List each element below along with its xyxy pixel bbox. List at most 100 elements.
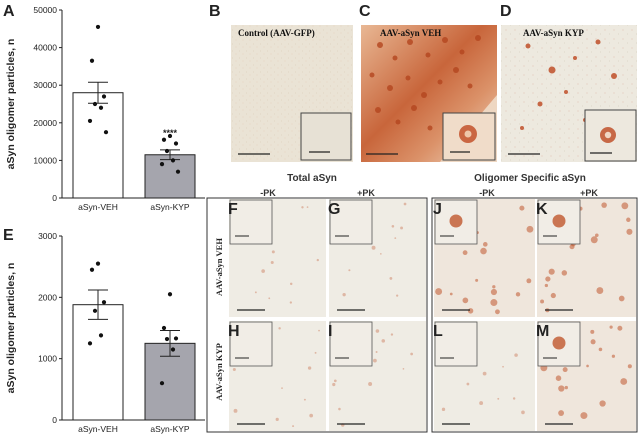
stain-spot: [555, 375, 562, 381]
stain-spot: [261, 269, 265, 273]
stain-spot: [480, 247, 487, 255]
stain-spot: [289, 301, 292, 304]
stain-spot: [479, 401, 484, 405]
inset-l: [434, 321, 478, 367]
stain-spot: [390, 333, 394, 336]
stain-spot: [391, 225, 395, 228]
stain-spot: [309, 413, 314, 418]
y-axis-label: aSyn oligomer particles, n: [5, 263, 17, 394]
stain-spot: [333, 379, 337, 383]
y-tick-label: 20000: [33, 118, 57, 128]
stain-spot: [373, 358, 377, 363]
stain-spot: [254, 291, 257, 294]
data-point: [159, 162, 165, 167]
inset-f: [229, 199, 273, 245]
stain-spot: [368, 382, 373, 386]
panel-label-d: D: [500, 3, 512, 20]
data-point: [89, 58, 95, 63]
stain-spot: [403, 202, 407, 206]
stain-spot: [564, 385, 568, 390]
stain-spot: [275, 417, 279, 421]
stain-spot: [562, 367, 568, 373]
data-point: [87, 118, 93, 124]
category-label: aSyn-KYP: [150, 202, 190, 212]
micrograph-grid: F G J K H I L M: [228, 199, 636, 431]
inset-b: [300, 112, 352, 161]
y-axis-label: aSyn oligomer particles, n: [5, 39, 17, 170]
stain-spot: [281, 387, 283, 389]
data-point: [92, 101, 98, 107]
stain-spot: [540, 299, 545, 304]
stain-spot: [580, 412, 588, 420]
panel-label-a: A: [3, 3, 15, 20]
panel-label-h: H: [228, 323, 240, 340]
header-oligomer-asyn: Oligomer Specific aSyn: [474, 173, 586, 184]
stain-spot: [626, 217, 631, 222]
stain-spot: [289, 282, 293, 286]
stain-spot: [441, 407, 446, 411]
stain-spot: [381, 339, 386, 343]
stain-spot: [449, 292, 453, 296]
y-tick-label: 50000: [33, 5, 57, 15]
stain-spot: [526, 225, 534, 233]
stain-spot: [314, 351, 317, 354]
stain-spot: [601, 202, 607, 208]
stain-spot: [544, 283, 549, 288]
stain-spot: [492, 285, 496, 289]
micrograph-c: AAV-aSyn VEH: [361, 25, 497, 162]
stain-spot: [278, 327, 281, 330]
row-label-veh: AAV-aSyn VEH: [214, 238, 224, 296]
data-point: [101, 300, 107, 305]
treatment-oligo-minus-pk: -PK: [479, 188, 495, 198]
y-tick-label: 40000: [33, 43, 57, 53]
stain-spot: [318, 329, 320, 332]
stain-spot: [371, 245, 376, 250]
micrograph-d-title: AAV-aSyn KYP: [523, 28, 584, 38]
stain-spot: [342, 292, 346, 297]
panel-label-k: K: [536, 201, 548, 218]
stain-spot: [561, 270, 568, 276]
stain-spot: [462, 250, 468, 256]
stain-spot: [462, 297, 469, 304]
y-tick-label: 3000: [38, 231, 57, 241]
panel-label-j: J: [433, 201, 442, 218]
stain-spot: [396, 294, 399, 297]
stain-spot: [375, 329, 380, 333]
group-frame-total: [206, 197, 428, 433]
data-point: [101, 94, 107, 99]
data-point: [89, 267, 95, 272]
stain-spot: [394, 237, 397, 240]
data-point: [164, 148, 170, 154]
stain-spot: [627, 364, 632, 369]
micrograph-c-title: AAV-aSyn VEH: [380, 28, 441, 38]
data-point: [98, 333, 104, 338]
stain-spot: [389, 277, 393, 280]
data-point: [98, 105, 104, 110]
stain-spot: [617, 325, 623, 331]
y-tick-label: 10000: [33, 155, 57, 165]
inset-cell: [552, 336, 566, 350]
treatment-total-plus-pk: +PK: [357, 188, 375, 198]
stain-spot: [466, 382, 470, 386]
data-point: [161, 325, 167, 331]
stain-spot: [301, 206, 304, 209]
stain-spot: [521, 410, 525, 415]
panel-label-l: L: [433, 323, 443, 340]
panel-label-b: B: [209, 3, 221, 20]
stain-spot: [306, 206, 309, 209]
stain-spot: [497, 397, 500, 400]
data-point: [159, 381, 165, 386]
bar-aSyn-VEH: [72, 92, 124, 199]
y-tick-label: 2000: [38, 292, 57, 302]
stain-spot: [400, 226, 403, 230]
y-tick-label: 0: [52, 415, 57, 425]
data-point: [170, 347, 176, 352]
stain-spot: [548, 268, 555, 275]
stain-spot: [502, 365, 504, 368]
header-total-asyn: Total aSyn: [287, 173, 337, 184]
panel-label-f: F: [228, 201, 238, 218]
stain-spot: [316, 258, 319, 262]
data-point: [95, 261, 101, 266]
stain-spot: [495, 309, 500, 315]
stain-spot: [526, 278, 532, 284]
